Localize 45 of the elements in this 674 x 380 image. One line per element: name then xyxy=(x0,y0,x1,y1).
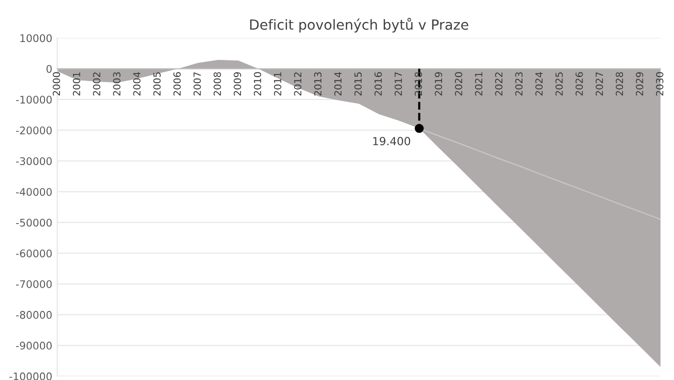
x-tick-label: 2001 xyxy=(72,72,80,96)
x-tick-label: 2027 xyxy=(596,72,604,96)
x-tick-label: 2020 xyxy=(454,72,462,96)
y-tick-label: -20000 xyxy=(16,126,52,134)
y-tick-label: -100000 xyxy=(9,372,52,380)
x-tick-label: 2015 xyxy=(354,72,362,96)
x-tick-label: 2002 xyxy=(92,72,100,96)
x-tick-label: 2029 xyxy=(636,72,644,96)
y-tick-label: -70000 xyxy=(16,280,52,288)
x-tick-label: 2021 xyxy=(475,72,482,96)
x-tick-label: 2010 xyxy=(254,72,262,96)
x-tick-label: 2011 xyxy=(274,72,282,96)
y-tick-label: -40000 xyxy=(16,188,52,196)
x-tick-label: 2006 xyxy=(173,72,181,96)
y-tick-label: 0 xyxy=(46,64,52,73)
x-tick-label: 2009 xyxy=(234,72,242,96)
y-tick-label: 10000 xyxy=(20,34,52,42)
x-tick-label: 2000 xyxy=(52,72,60,96)
x-tick-label: 2004 xyxy=(133,72,141,96)
x-tick-label: 2024 xyxy=(535,72,543,96)
x-tick-label: 2005 xyxy=(153,72,161,96)
x-tick-label: 2007 xyxy=(194,72,201,96)
y-tick-label: -80000 xyxy=(16,310,52,319)
x-tick-label: 2008 xyxy=(214,72,221,96)
y-tick-label: -60000 xyxy=(16,249,52,258)
x-tick-label: 2025 xyxy=(555,72,563,96)
x-tick-label: 2003 xyxy=(113,72,120,96)
annotation: 19.400 xyxy=(373,136,410,146)
x-tick-label: 2013 xyxy=(314,72,322,96)
x-tick-label: 2016 xyxy=(374,72,382,96)
x-tick-label: 2028 xyxy=(616,72,624,96)
y-tick-label: -10000 xyxy=(16,96,52,104)
x-tick-label: 2014 xyxy=(334,72,342,96)
y-tick-label: -50000 xyxy=(16,218,52,227)
x-tick-label: 2017 xyxy=(394,72,402,96)
y-tick-label: -30000 xyxy=(16,157,52,166)
x-tick-label: 2026 xyxy=(576,72,583,96)
y-tick-label: -90000 xyxy=(16,342,52,350)
x-tick-label: 2019 xyxy=(434,72,442,96)
x-tick-label: 2022 xyxy=(495,72,502,96)
x-tick-label: 2012 xyxy=(294,72,302,96)
chart-title: Deficit povolených bytů v Praze xyxy=(250,18,468,33)
x-tick-label: 2030 xyxy=(656,72,664,96)
x-tick-label: 2018 xyxy=(414,72,422,96)
x-tick-label: 2023 xyxy=(515,72,523,96)
